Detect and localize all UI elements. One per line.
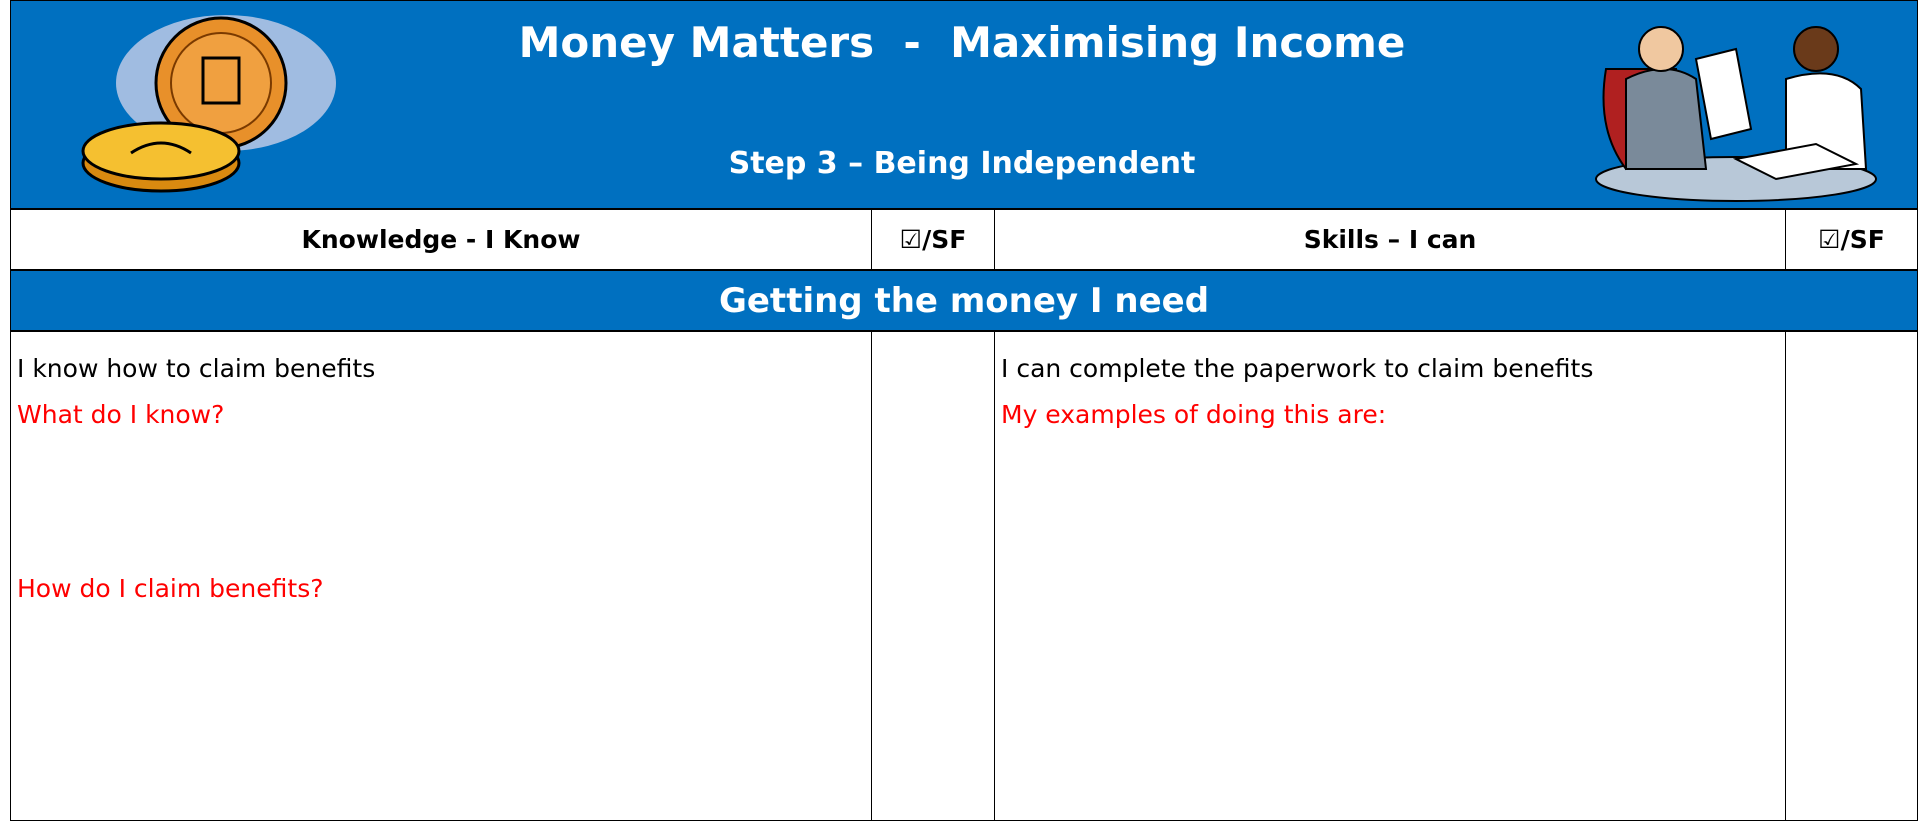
column-header: Skills – I can [994,209,1786,270]
prompt: My examples of doing this are: [1001,400,1387,429]
people-clipart [1595,26,1877,202]
prompt: What do I know? [17,400,225,429]
skills-cell: I can complete the paperwork to claim be… [994,331,1786,821]
column-header: ☑/SF [871,209,995,270]
coins-clipart [81,15,336,193]
skill-text: I can complete the paperwork to claim be… [1001,354,1594,383]
page-subtitle: Step 3 – Being Independent [728,146,1196,181]
check-cell[interactable] [871,331,995,821]
section-title: Getting the money I need [10,270,1918,331]
prompt: How do I claim benefits? [17,574,324,603]
knowledge-text: I know how to claim benefits [17,354,376,383]
column-header: Knowledge - I Know [10,209,872,270]
header-band [10,0,1918,209]
page-title: Money Matters - Maximising Income [518,18,1406,67]
knowledge-cell: I know how to claim benefits What do I k… [10,331,872,821]
column-header: ☑/SF [1785,209,1918,270]
check-cell[interactable] [1785,331,1918,821]
